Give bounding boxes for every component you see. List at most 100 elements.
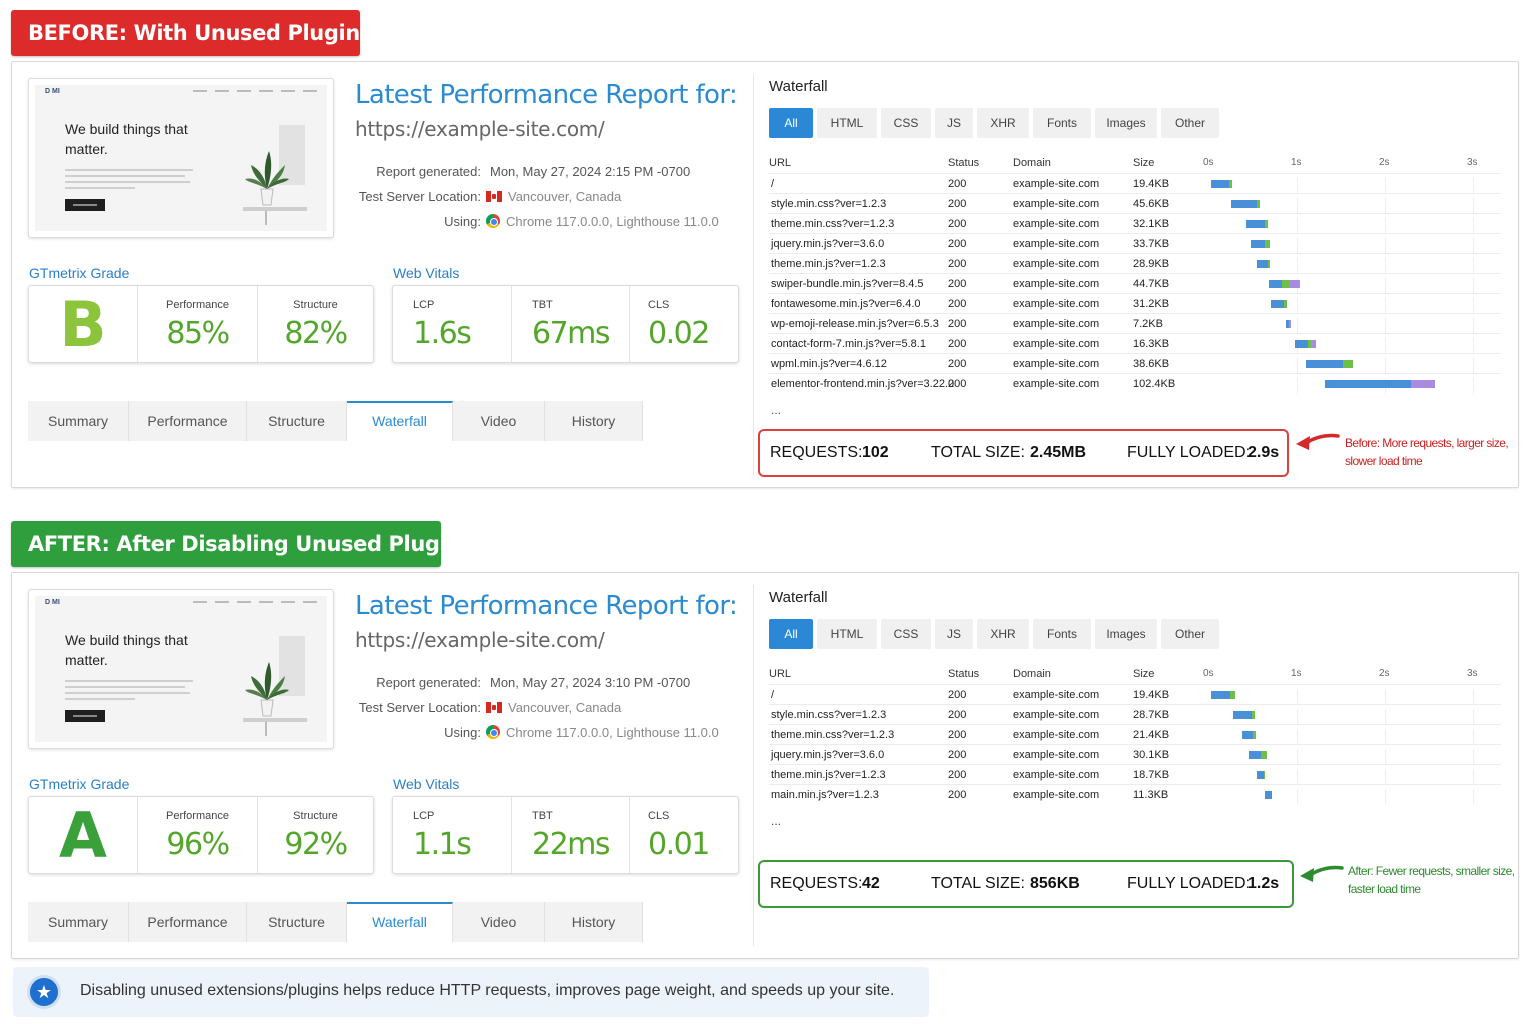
request-url[interactable]: theme.min.js?ver=1.2.3 xyxy=(771,769,886,781)
waterfall-bar[interactable] xyxy=(1210,691,1235,699)
waterfall-bar[interactable] xyxy=(1257,260,1270,268)
tab-structure[interactable]: Structure xyxy=(247,401,347,441)
waterfall-row[interactable]: style.min.css?ver=1.2.3 200 example-site… xyxy=(769,193,1501,213)
tab-history[interactable]: History xyxy=(545,401,643,441)
tab-performance[interactable]: Performance xyxy=(129,902,247,942)
tab-structure[interactable]: Structure xyxy=(247,902,347,942)
request-url[interactable]: contact-form-7.min.js?ver=5.8.1 xyxy=(771,338,926,350)
waterfall-bar[interactable] xyxy=(1231,200,1261,208)
waterfall-row[interactable]: wpml.min.js?ver=4.6.12 200 example-site.… xyxy=(769,353,1501,373)
waterfall-row[interactable]: theme.min.js?ver=1.2.3 200 example-site.… xyxy=(769,253,1501,273)
request-url[interactable]: wp-emoji-release.min.js?ver=6.5.3 xyxy=(771,318,939,330)
tab-video[interactable]: Video xyxy=(453,401,545,441)
chrome-icon xyxy=(486,214,500,228)
report-url[interactable]: https://example-site.com/ xyxy=(355,628,605,652)
tab-video[interactable]: Video xyxy=(453,902,545,942)
filter-css[interactable]: CSS xyxy=(881,619,931,649)
request-url[interactable]: style.min.css?ver=1.2.3 xyxy=(771,198,887,210)
waterfall-bar[interactable] xyxy=(1249,751,1268,759)
request-status: 200 xyxy=(948,378,967,390)
request-url[interactable]: wpml.min.js?ver=4.6.12 xyxy=(771,358,887,370)
request-url[interactable]: main.min.js?ver=1.2.3 xyxy=(771,789,879,801)
request-url[interactable]: swiper-bundle.min.js?ver=8.4.5 xyxy=(771,278,924,290)
waterfall-bar[interactable] xyxy=(1265,791,1273,799)
waterfall-bar[interactable] xyxy=(1256,771,1266,779)
request-url[interactable]: theme.min.css?ver=1.2.3 xyxy=(771,729,895,741)
report-url[interactable]: https://example-site.com/ xyxy=(355,117,605,141)
filter-js[interactable]: JS xyxy=(935,108,973,138)
waterfall-bar[interactable] xyxy=(1251,240,1270,248)
waterfall-bar[interactable] xyxy=(1305,360,1354,368)
site-screenshot-thumbnail[interactable]: D MI We build things that matter. xyxy=(28,589,334,749)
waterfall-row[interactable]: jquery.min.js?ver=3.6.0 200 example-site… xyxy=(769,233,1501,253)
request-url[interactable]: / xyxy=(771,689,775,701)
filter-css[interactable]: CSS xyxy=(881,108,931,138)
filter-html[interactable]: HTML xyxy=(817,108,877,138)
waterfall-row[interactable]: theme.min.css?ver=1.2.3 200 example-site… xyxy=(769,724,1501,744)
tab-summary[interactable]: Summary xyxy=(28,401,129,441)
filter-fonts[interactable]: Fonts xyxy=(1033,108,1091,138)
col-status[interactable]: Status xyxy=(948,668,980,680)
waterfall-bar[interactable] xyxy=(1295,340,1317,348)
report-generated-label: Report generated: xyxy=(376,675,481,690)
col-domain[interactable]: Domain xyxy=(1013,668,1051,680)
request-url[interactable]: fontawesome.min.js?ver=6.4.0 xyxy=(771,298,921,310)
waterfall-bar[interactable] xyxy=(1286,320,1291,328)
filter-html[interactable]: HTML xyxy=(817,619,877,649)
after-banner: AFTER: After Disabling Unused Plugins xyxy=(11,521,473,567)
request-url[interactable]: theme.min.js?ver=1.2.3 xyxy=(771,258,886,270)
waterfall-bar[interactable] xyxy=(1232,711,1255,719)
filter-other[interactable]: Other xyxy=(1161,619,1219,649)
waterfall-row[interactable]: elementor-frontend.min.js?ver=3.22.0 200… xyxy=(769,373,1501,393)
filter-images[interactable]: Images xyxy=(1095,108,1157,138)
waterfall-row[interactable]: swiper-bundle.min.js?ver=8.4.5 200 examp… xyxy=(769,273,1501,293)
request-url[interactable]: style.min.css?ver=1.2.3 xyxy=(771,709,887,721)
tab-performance[interactable]: Performance xyxy=(129,401,247,441)
tab-waterfall[interactable]: Waterfall xyxy=(347,401,453,441)
waterfall-bar[interactable] xyxy=(1325,380,1436,388)
waterfall-bar[interactable] xyxy=(1242,731,1256,739)
filter-images[interactable]: Images xyxy=(1095,619,1157,649)
waterfall-row[interactable]: main.min.js?ver=1.2.3 200 example-site.c… xyxy=(769,784,1501,804)
filter-fonts[interactable]: Fonts xyxy=(1033,619,1091,649)
tab-history[interactable]: History xyxy=(545,902,643,942)
filter-all[interactable]: All xyxy=(769,108,813,138)
filter-all[interactable]: All xyxy=(769,619,813,649)
col-domain[interactable]: Domain xyxy=(1013,157,1051,169)
request-url[interactable]: theme.min.css?ver=1.2.3 xyxy=(771,218,895,230)
site-screenshot-thumbnail[interactable]: D MI We build things that matter. xyxy=(28,78,334,238)
waterfall-row[interactable]: / 200 example-site.com 19.4KB xyxy=(769,684,1501,704)
more-requests-indicator[interactable]: ... xyxy=(771,403,782,417)
col-status[interactable]: Status xyxy=(948,157,980,169)
tab-summary[interactable]: Summary xyxy=(28,902,129,942)
request-url[interactable]: jquery.min.js?ver=3.6.0 xyxy=(771,238,885,250)
waterfall-bar[interactable] xyxy=(1268,280,1301,288)
request-status: 200 xyxy=(948,789,967,801)
waterfall-row[interactable]: theme.min.css?ver=1.2.3 200 example-site… xyxy=(769,213,1501,233)
request-url[interactable]: jquery.min.js?ver=3.6.0 xyxy=(771,749,885,761)
waterfall-row[interactable]: style.min.css?ver=1.2.3 200 example-site… xyxy=(769,704,1501,724)
col-url[interactable]: URL xyxy=(769,157,792,169)
waterfall-row[interactable]: fontawesome.min.js?ver=6.4.0 200 example… xyxy=(769,293,1501,313)
request-url[interactable]: / xyxy=(771,178,775,190)
waterfall-row[interactable]: / 200 example-site.com 19.4KB xyxy=(769,173,1501,193)
request-url[interactable]: elementor-frontend.min.js?ver=3.22.0 xyxy=(771,378,955,390)
waterfall-bar[interactable] xyxy=(1270,300,1288,308)
tab-waterfall[interactable]: Waterfall xyxy=(347,902,453,942)
structure-value: 82% xyxy=(284,316,348,351)
waterfall-bar[interactable] xyxy=(1210,180,1232,188)
filter-xhr[interactable]: XHR xyxy=(977,108,1029,138)
col-size[interactable]: Size xyxy=(1133,668,1155,680)
filter-xhr[interactable]: XHR xyxy=(977,619,1029,649)
waterfall-row[interactable]: jquery.min.js?ver=3.6.0 200 example-site… xyxy=(769,744,1501,764)
waterfall-row[interactable]: contact-form-7.min.js?ver=5.8.1 200 exam… xyxy=(769,333,1501,353)
waterfall-bar[interactable] xyxy=(1245,220,1268,228)
waterfall-row[interactable]: wp-emoji-release.min.js?ver=6.5.3 200 ex… xyxy=(769,313,1501,333)
filter-other[interactable]: Other xyxy=(1161,108,1219,138)
more-requests-indicator[interactable]: ... xyxy=(771,814,782,828)
col-size[interactable]: Size xyxy=(1133,157,1155,169)
total-size-label: TOTAL SIZE: xyxy=(931,444,1025,461)
col-url[interactable]: URL xyxy=(769,668,792,680)
filter-js[interactable]: JS xyxy=(935,619,973,649)
waterfall-row[interactable]: theme.min.js?ver=1.2.3 200 example-site.… xyxy=(769,764,1501,784)
